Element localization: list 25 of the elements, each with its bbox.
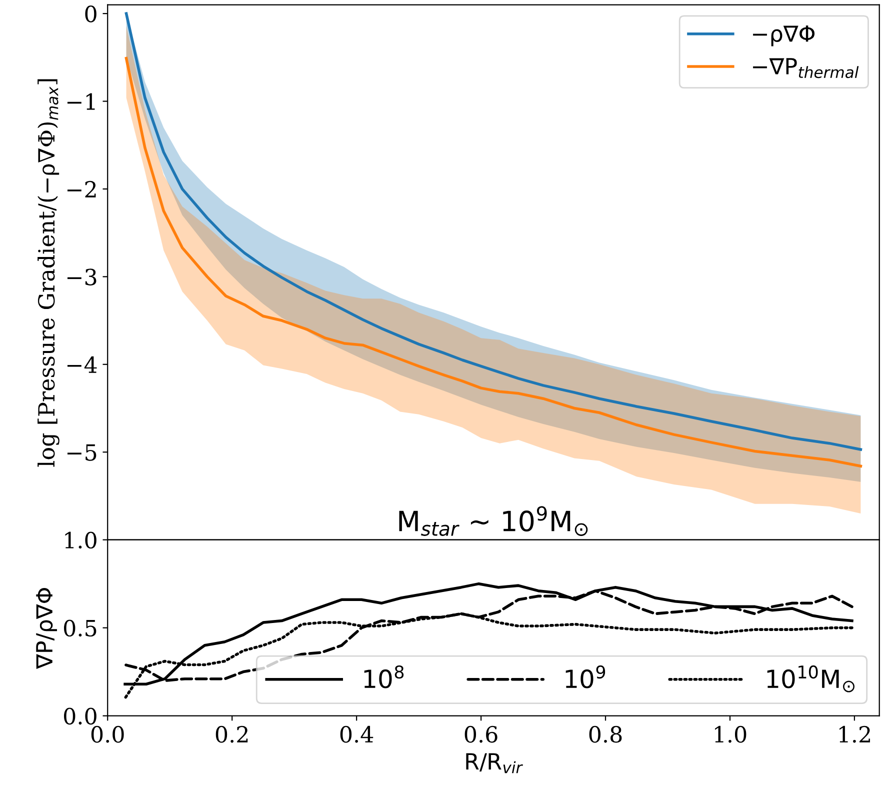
y-axis-title: ∇P/ρ∇Φ	[36, 588, 57, 669]
y-axis-title: log [Pressure Gradient/(−ρ∇Φ)$_{max}$]	[38, 79, 60, 467]
x-axis-title: R/R$_{vir}$	[466, 753, 523, 774]
y-tick-label: 0	[85, 6, 96, 22]
legend-label: 10$^{8}$	[364, 665, 404, 688]
x-tick-label: 0.4	[340, 726, 374, 743]
y-tick-label: 1.0	[65, 532, 96, 549]
legend-label: −ρ∇Φ	[753, 25, 815, 46]
y-tick-label: −2	[67, 180, 96, 198]
x-tick-label: 0.0	[91, 726, 124, 743]
x-tick-label: 0.6	[464, 726, 498, 743]
y-tick-label: −3	[67, 268, 96, 286]
legend-label: −∇P$_{thermal}$	[753, 58, 859, 78]
x-tick-label: 0.8	[589, 726, 622, 743]
y-tick-label: 0.5	[64, 620, 96, 637]
y-tick-label: −4	[67, 356, 97, 373]
y-tick-label: −1	[67, 93, 95, 110]
x-tick-label: 1.0	[715, 726, 746, 743]
y-tick-label: 0.0	[64, 708, 96, 725]
legend-label: 10$^{10}$M$_{⊙}$	[767, 665, 854, 692]
x-tick-label: 1.2	[840, 726, 870, 743]
annotation: M$_{star}$ ~ 10$^{9}$M$_{⊙}$	[399, 506, 588, 536]
legend-label: 10$^{9}$	[566, 665, 606, 688]
y-tick-label: −5	[67, 444, 96, 461]
x-tick-label: 0.2	[216, 726, 248, 743]
